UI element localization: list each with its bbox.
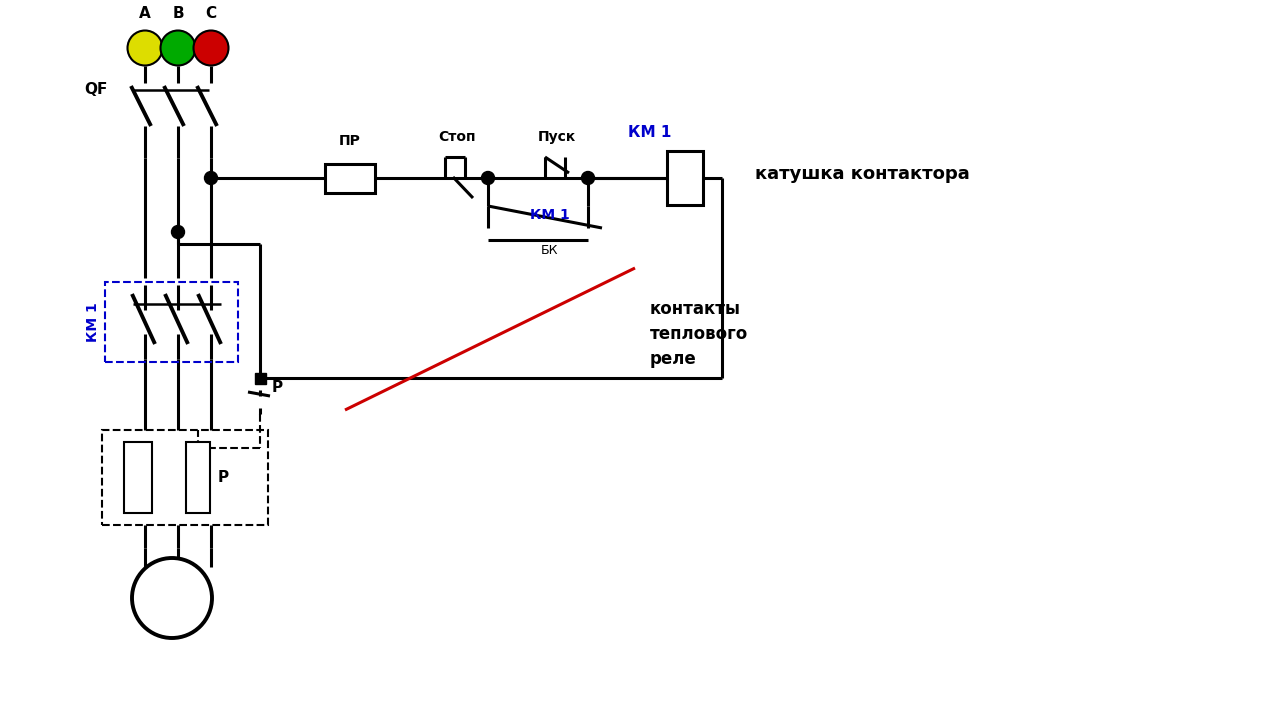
Text: М: М	[163, 588, 182, 608]
Text: C: C	[205, 6, 216, 20]
Text: Стоп: Стоп	[438, 130, 476, 144]
Circle shape	[172, 225, 184, 238]
Text: Пуск: Пуск	[538, 130, 576, 144]
Text: КМ 1: КМ 1	[530, 208, 570, 222]
Text: Р: Р	[218, 470, 229, 485]
Circle shape	[481, 171, 494, 184]
Bar	[102, 430, 268, 525]
Circle shape	[132, 558, 212, 638]
Text: КМ 1: КМ 1	[628, 125, 672, 140]
Circle shape	[193, 30, 229, 66]
Text: КМ 1: КМ 1	[86, 302, 100, 342]
Bar	[124, 442, 152, 513]
Bar	[186, 442, 210, 513]
Text: ПР: ПР	[339, 134, 361, 148]
Circle shape	[128, 30, 163, 66]
Text: B: B	[173, 6, 184, 20]
Circle shape	[160, 30, 196, 66]
Bar	[325, 163, 375, 192]
Circle shape	[205, 171, 218, 184]
Bar	[105, 282, 238, 362]
Text: катушка контактора: катушка контактора	[755, 165, 970, 183]
Text: Р: Р	[273, 380, 283, 395]
Text: БК: БК	[541, 244, 559, 257]
Text: контакты
теплового
реле: контакты теплового реле	[650, 300, 749, 368]
Bar	[667, 151, 703, 205]
Circle shape	[581, 171, 594, 184]
Text: QF: QF	[84, 83, 108, 97]
Bar	[255, 372, 265, 384]
Text: A: A	[140, 6, 151, 20]
